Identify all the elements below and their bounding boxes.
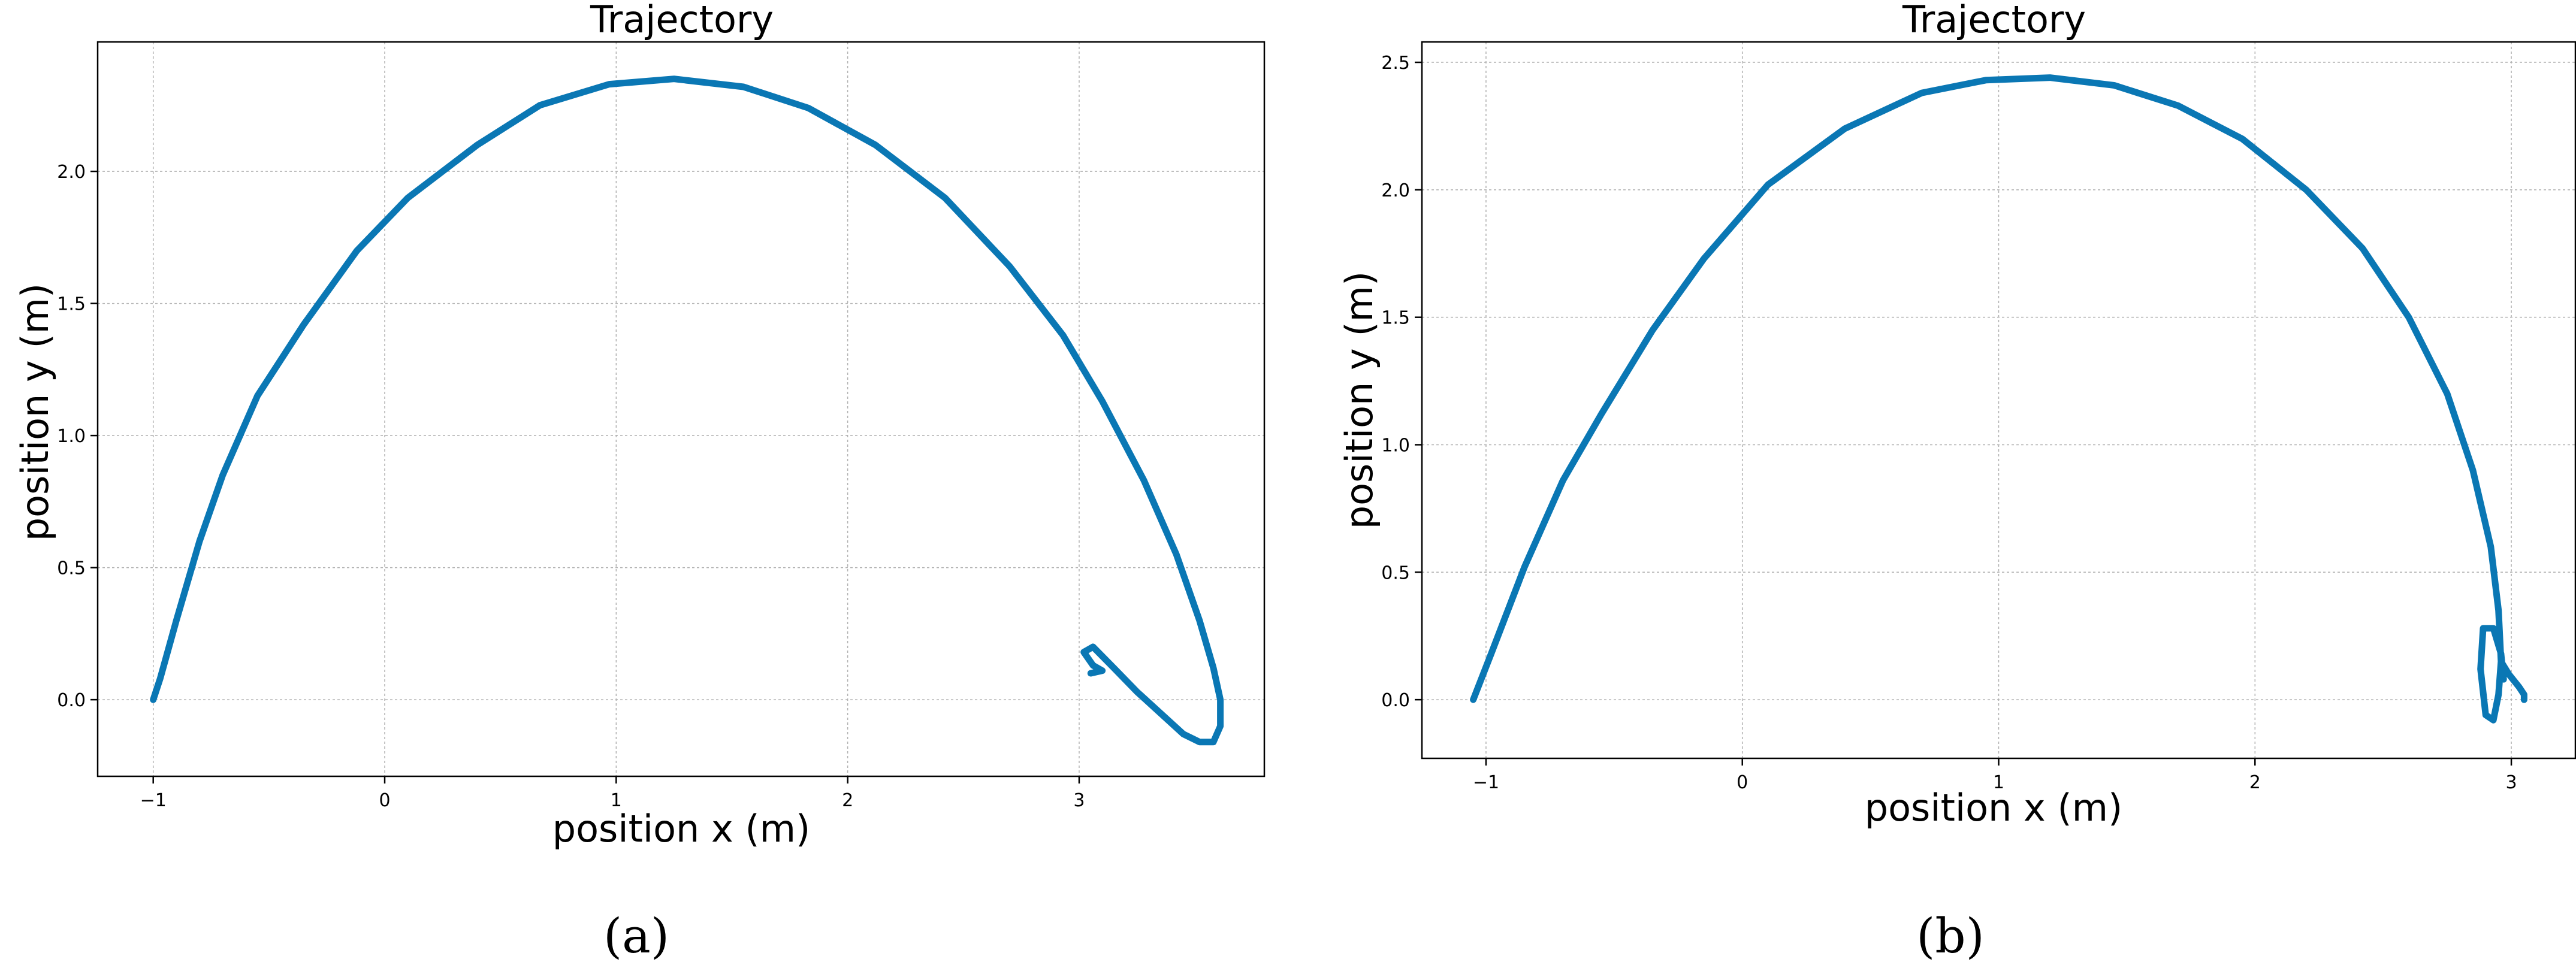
chart-a-x-tick-label: 1 xyxy=(611,790,622,811)
chart-b-y-tick-label: 0.5 xyxy=(1381,562,1410,583)
chart-a-y-tick-label: 0.0 xyxy=(57,690,86,711)
chart-b-y-tick-label: 2.0 xyxy=(1381,180,1410,201)
chart-a-y-tick-label: 0.5 xyxy=(57,558,86,579)
chart-a-title: Trajectory xyxy=(590,0,774,41)
chart-a-y-tick-label: 2.0 xyxy=(57,162,86,183)
chart-a-ticks: −1 0 1 2 3 0.0 0.5 1.0 1.5 2.0 xyxy=(57,162,1085,811)
chart-a-trajectory-line xyxy=(150,75,1224,746)
chart-a: Trajectory −1 0 1 2 3 0.0 0.5 1.0 1.5 2.0 positio… xyxy=(13,0,1266,962)
chart-b-y-tick-label: 1.5 xyxy=(1381,308,1410,329)
chart-a-series xyxy=(150,75,1224,746)
chart-b-ticks: −1 0 1 2 3 0.0 0.5 1.0 1.5 2.0 2.5 xyxy=(1381,53,2517,793)
chart-b-x-tick-label: 2 xyxy=(2249,772,2261,793)
chart-a-x-tick-label: 2 xyxy=(842,790,853,811)
chart-a-x-tick-label: 0 xyxy=(379,790,390,811)
chart-a-plot-area xyxy=(96,41,1266,778)
chart-b-x-tick-label: −1 xyxy=(1473,772,1499,793)
chart-a-y-tick-label: 1.0 xyxy=(57,426,86,447)
chart-a-x-tick-label: −1 xyxy=(140,790,167,811)
chart-b-series xyxy=(1470,74,2527,724)
chart-a-grid xyxy=(98,42,1264,776)
chart-b: Trajectory −1 0 1 2 3 0.0 0.5 1.0 1.5 2.0 2.5 posi… xyxy=(1337,0,2576,962)
chart-a-y-axis-label: position y (m) xyxy=(13,283,57,541)
chart-b-x-axis-label: position x (m) xyxy=(1865,786,2122,830)
chart-a-x-axis-label: position x (m) xyxy=(552,807,810,851)
chart-b-x-tick-label: 0 xyxy=(1737,772,1748,793)
chart-b-y-tick-label: 2.5 xyxy=(1381,53,1410,74)
chart-b-title: Trajectory xyxy=(1902,0,2086,41)
chart-b-y-axis-label: position y (m) xyxy=(1337,271,1381,529)
chart-b-x-tick-label: 3 xyxy=(2506,772,2517,793)
chart-b-x-tick-label: 1 xyxy=(1993,772,2004,793)
chart-b-panel-label: (b) xyxy=(1916,908,1985,962)
chart-b-trajectory-line xyxy=(1470,74,2527,724)
chart-a-y-tick-label: 1.5 xyxy=(57,294,86,315)
chart-a-panel-label: (a) xyxy=(603,908,669,962)
chart-b-y-tick-label: 0.0 xyxy=(1381,690,1410,711)
chart-b-y-tick-label: 1.0 xyxy=(1381,435,1410,456)
chart-a-x-tick-label: 3 xyxy=(1073,790,1085,811)
chart-b-grid xyxy=(1422,42,2575,758)
